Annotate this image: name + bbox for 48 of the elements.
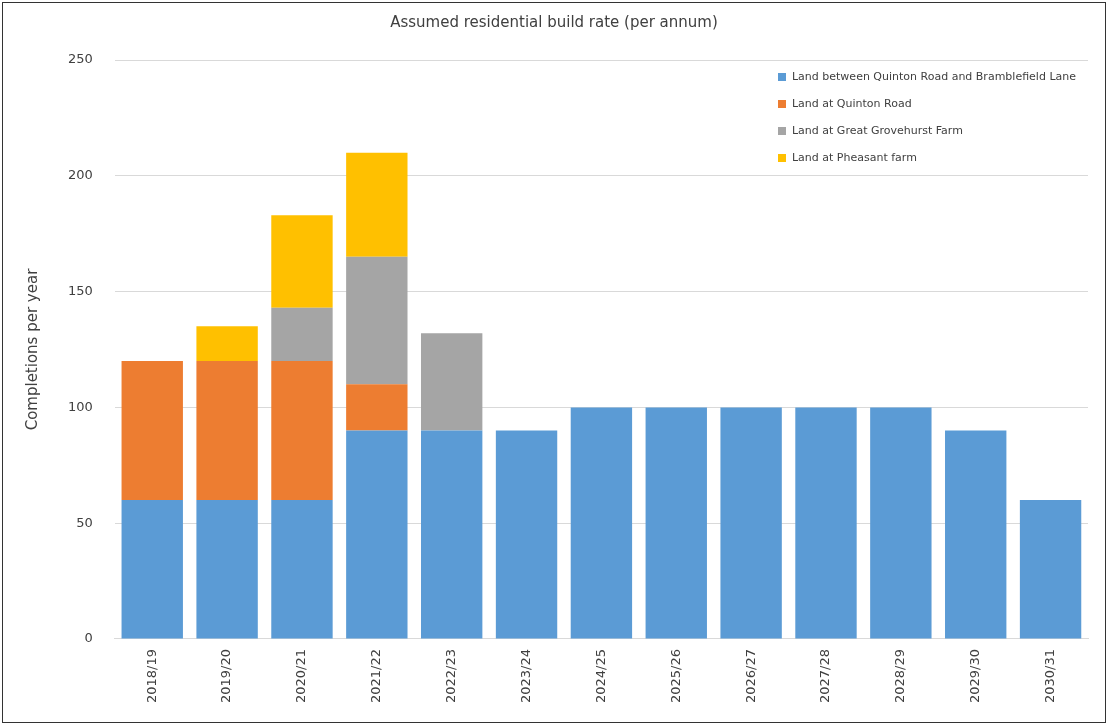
bar xyxy=(346,430,408,639)
y-tick-label: 200 xyxy=(67,167,93,183)
bar xyxy=(420,430,483,639)
x-tick-label: 2029/30 xyxy=(967,648,983,704)
bar xyxy=(346,256,408,385)
y-tick-label: 0 xyxy=(84,630,93,646)
bar xyxy=(271,500,333,639)
bar xyxy=(121,361,183,501)
legend-label: Land at Great Grovehurst Farm xyxy=(791,124,963,137)
x-tick-label: 2022/23 xyxy=(443,648,459,704)
bar xyxy=(570,407,633,639)
y-tick-label: 250 xyxy=(67,51,93,67)
x-tick-label: 2020/21 xyxy=(293,648,309,704)
bar xyxy=(271,361,333,501)
bar xyxy=(346,152,408,257)
bar xyxy=(346,384,408,431)
y-tick-label: 150 xyxy=(67,282,93,298)
bar xyxy=(945,430,1007,639)
bar xyxy=(196,326,258,362)
bar xyxy=(196,361,258,501)
y-axis-title: Completions per year xyxy=(22,267,41,431)
bar xyxy=(196,500,258,639)
y-tick-label: 50 xyxy=(76,514,93,530)
bar xyxy=(495,430,558,639)
bar xyxy=(121,500,183,639)
x-tick-label: 2018/19 xyxy=(143,648,159,704)
legend-label: Land at Pheasant farm xyxy=(791,151,917,164)
x-tick-label: 2019/20 xyxy=(218,648,234,704)
x-tick-label: 2023/24 xyxy=(517,648,533,704)
bar xyxy=(271,307,333,362)
x-tick-label: 2030/31 xyxy=(1041,648,1057,704)
x-tick-label: 2025/26 xyxy=(667,648,683,704)
x-tick-label: 2028/29 xyxy=(892,648,908,704)
bar xyxy=(1019,500,1082,639)
bar xyxy=(795,407,857,639)
bar xyxy=(271,215,333,308)
bar xyxy=(645,407,707,639)
x-tick-label: 2021/22 xyxy=(368,648,384,704)
bar xyxy=(420,333,483,431)
legend-label: Land between Quinton Road and Bramblefield Lane xyxy=(791,70,1076,83)
x-tick-label: 2024/25 xyxy=(592,648,608,704)
bar xyxy=(870,407,932,639)
y-tick-label: 100 xyxy=(67,398,93,414)
legend-label: Land at Quinton Road xyxy=(791,97,912,110)
bar xyxy=(720,407,782,639)
x-tick-label: 2027/28 xyxy=(817,648,833,704)
x-tick-label: 2026/27 xyxy=(742,648,758,704)
chart-title: Assumed residential build rate (per annum) xyxy=(390,12,718,31)
